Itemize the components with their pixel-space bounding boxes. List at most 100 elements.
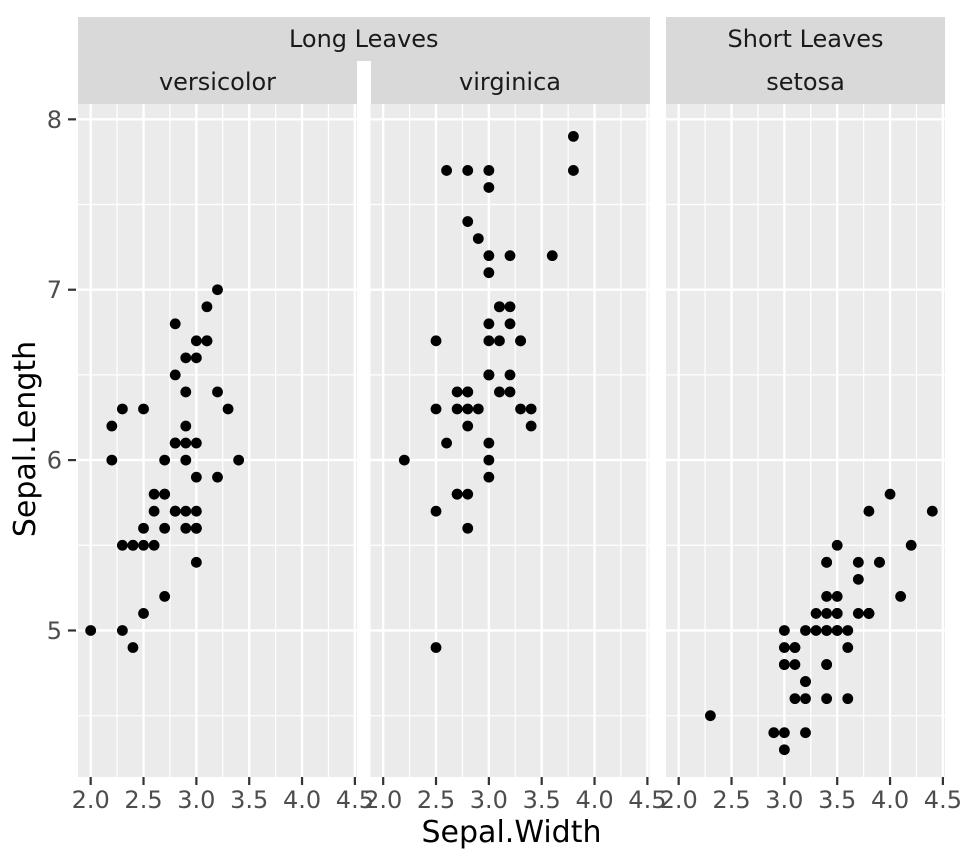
data-point xyxy=(148,539,160,551)
data-point xyxy=(451,488,463,500)
data-point xyxy=(190,556,202,568)
x-tick-label: 3.5 xyxy=(230,786,268,814)
data-point xyxy=(778,642,790,653)
data-point xyxy=(180,420,192,432)
data-point xyxy=(430,505,442,517)
data-point xyxy=(106,454,118,466)
data-point xyxy=(180,454,192,466)
data-point xyxy=(430,335,442,347)
data-point xyxy=(504,369,516,381)
data-point xyxy=(504,386,516,398)
data-point xyxy=(222,403,234,415)
data-point xyxy=(800,693,811,705)
data-point xyxy=(116,625,128,636)
data-point xyxy=(821,608,833,619)
panel-background xyxy=(78,104,357,777)
data-point xyxy=(483,454,495,466)
data-point xyxy=(127,539,139,551)
x-tick-label: 3.5 xyxy=(523,786,561,814)
data-point xyxy=(462,403,474,415)
data-point xyxy=(789,693,801,705)
data-point xyxy=(515,403,526,415)
data-point xyxy=(180,352,192,364)
data-point xyxy=(778,727,790,739)
data-point xyxy=(472,233,484,245)
data-point xyxy=(778,625,790,636)
data-point xyxy=(180,522,192,534)
data-point xyxy=(138,608,149,619)
x-tick-label: 4.5 xyxy=(924,786,960,814)
data-point xyxy=(233,454,245,466)
data-point xyxy=(483,165,495,176)
data-point xyxy=(483,369,495,381)
data-point xyxy=(863,608,875,619)
data-point xyxy=(462,386,474,398)
data-point xyxy=(831,625,843,636)
data-point xyxy=(201,335,213,347)
data-point xyxy=(810,608,822,619)
facet-panel-virginica: 2.0 2.5 3.0 3.5 4.0 4.5 xyxy=(364,104,666,814)
data-point xyxy=(483,250,495,262)
data-point xyxy=(831,608,843,619)
data-point xyxy=(504,250,516,262)
data-point xyxy=(546,250,558,262)
data-point xyxy=(451,386,463,398)
data-point xyxy=(190,335,202,347)
y-tick-label: 8 xyxy=(47,106,62,134)
data-point xyxy=(159,590,171,602)
data-point xyxy=(201,301,213,313)
data-point xyxy=(169,437,181,449)
data-point xyxy=(831,590,843,602)
data-point xyxy=(430,403,442,415)
facet-panel-setosa: 2.0 2.5 3.0 3.5 4.0 4.5 xyxy=(660,104,960,814)
outer-facet-strip-long-leaves: Long Leaves xyxy=(78,17,650,61)
data-point xyxy=(462,488,474,500)
data-point xyxy=(106,420,118,432)
facet-panel-versicolor: 2.0 2.5 3.0 3.5 4.0 4.5 xyxy=(72,104,374,814)
data-point xyxy=(483,471,495,483)
panel-background xyxy=(666,104,945,777)
data-point xyxy=(169,505,181,517)
data-point xyxy=(568,130,579,142)
x-tick-label: 4.5 xyxy=(336,786,374,814)
x-tick-label: 2.5 xyxy=(712,786,750,814)
data-point xyxy=(462,165,474,176)
x-tick-label: 4.0 xyxy=(575,786,613,814)
data-point xyxy=(884,488,896,500)
x-tick-label: 2.5 xyxy=(417,786,455,814)
data-point xyxy=(148,488,160,500)
data-point xyxy=(926,505,938,517)
inner-facet-strip-setosa: setosa xyxy=(666,60,945,104)
data-point xyxy=(180,505,192,517)
data-point xyxy=(483,182,495,193)
data-point xyxy=(441,437,452,449)
x-tick-label: 3.0 xyxy=(177,786,215,814)
data-point xyxy=(494,301,505,313)
data-point xyxy=(190,471,202,483)
data-point xyxy=(515,335,526,347)
data-point xyxy=(852,556,864,568)
y-axis-title: Sepal.Length xyxy=(8,340,43,538)
data-point xyxy=(789,642,801,653)
data-point xyxy=(810,625,822,636)
x-tick-label: 3.0 xyxy=(470,786,508,814)
x-axis-title: Sepal.Width xyxy=(421,815,602,850)
data-point xyxy=(852,608,864,619)
data-point xyxy=(821,590,833,602)
data-point xyxy=(451,403,463,415)
data-point xyxy=(768,727,780,739)
inner-facet-strip-virginica: virginica xyxy=(370,60,650,104)
data-point xyxy=(863,505,875,517)
x-tick-label: 3.5 xyxy=(818,786,856,814)
x-tick-label: 4.0 xyxy=(283,786,321,814)
panel-background xyxy=(370,104,650,777)
data-point xyxy=(169,318,181,330)
x-tick-label: 2.0 xyxy=(660,786,698,814)
data-point xyxy=(159,488,171,500)
y-tick-label: 6 xyxy=(47,447,62,475)
y-tick-label: 7 xyxy=(47,276,62,304)
data-point xyxy=(831,539,843,551)
data-point xyxy=(85,625,97,636)
data-point xyxy=(212,284,223,296)
